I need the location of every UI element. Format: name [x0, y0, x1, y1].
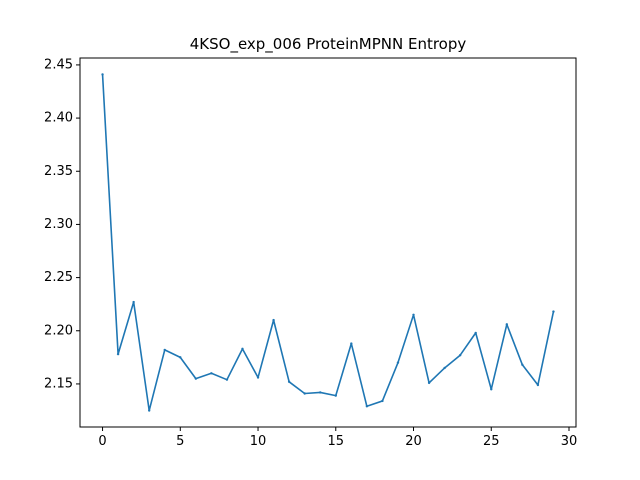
y-tick-label: 2.15 [44, 376, 73, 391]
data-point [490, 388, 493, 391]
y-axis: 2.15 2.20 2.25 2.30 2.35 2.40 2.45 [44, 57, 80, 391]
data-point [256, 376, 260, 379]
data-point [147, 409, 151, 412]
data-point [396, 361, 400, 364]
y-tick-label: 2.35 [44, 164, 73, 179]
series-layer [101, 73, 555, 412]
data-point [303, 392, 306, 395]
data-point [474, 331, 477, 335]
y-tick-label: 2.40 [44, 111, 73, 126]
data-point [179, 356, 182, 359]
x-tick-label: 10 [250, 434, 267, 449]
x-tick-label: 15 [328, 434, 345, 449]
data-point [241, 347, 244, 351]
x-tick-label: 25 [483, 434, 500, 449]
y-tick-label: 2.25 [44, 270, 73, 285]
data-point [272, 318, 275, 322]
data-point [536, 383, 540, 387]
x-tick-label: 5 [176, 434, 184, 449]
data-point [163, 348, 166, 352]
chart-title: 4KSO_exp_006 ProteinMPNN Entropy [190, 35, 467, 54]
y-tick-label: 2.30 [44, 217, 73, 232]
data-point [116, 352, 120, 356]
data-point [443, 366, 446, 370]
data-point [101, 73, 104, 76]
data-point [521, 363, 524, 366]
y-tick-label: 2.45 [44, 57, 73, 72]
data-point [334, 394, 337, 397]
x-tick-label: 30 [561, 434, 578, 449]
data-point [458, 354, 462, 357]
data-point [287, 380, 291, 384]
plot-area [80, 58, 576, 427]
data-point [225, 378, 229, 381]
data-point [365, 405, 369, 408]
x-tick-label: 0 [98, 434, 106, 449]
data-point [552, 310, 555, 313]
data-point [427, 381, 431, 385]
entropy-series-line [101, 73, 555, 412]
data-point [132, 300, 135, 304]
x-axis: 0 5 10 15 20 25 30 [98, 427, 577, 449]
plot-frame [79, 57, 577, 428]
data-point [194, 377, 198, 380]
data-point [319, 391, 322, 394]
data-point [505, 323, 509, 326]
data-point [381, 399, 384, 403]
y-tick-label: 2.20 [44, 323, 73, 338]
data-point [412, 313, 415, 317]
data-point [210, 372, 213, 375]
data-point [350, 342, 353, 345]
x-tick-label: 20 [405, 434, 422, 449]
